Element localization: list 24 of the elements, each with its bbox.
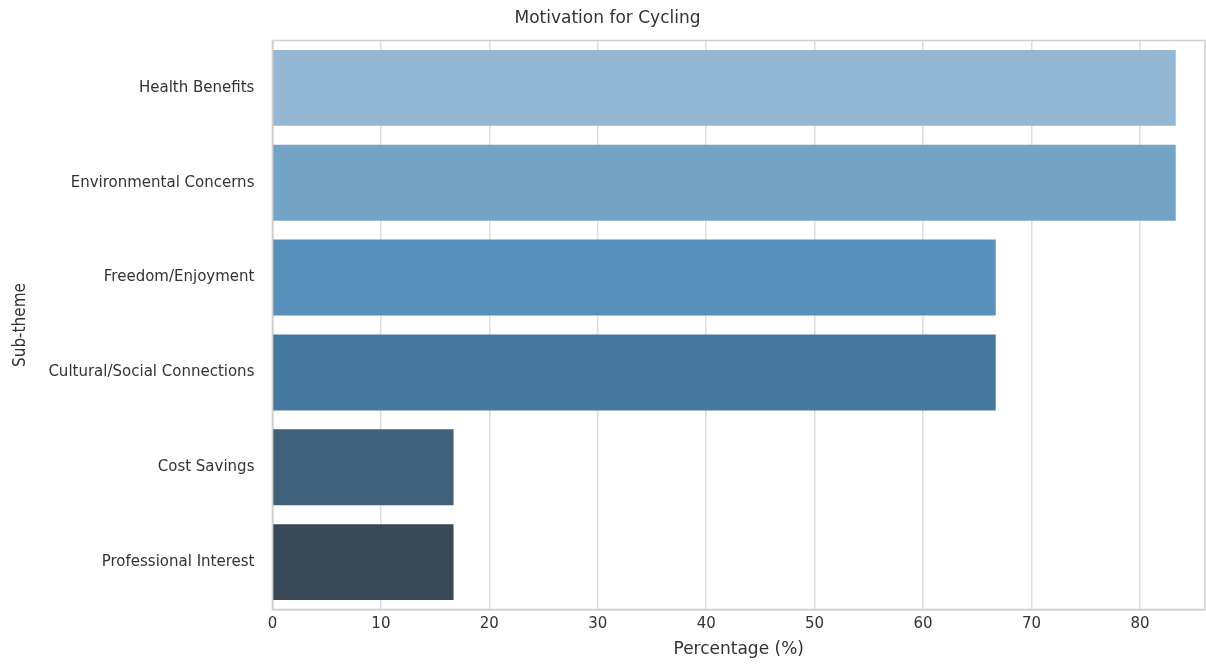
x-axis-title: Percentage (%) [673, 638, 804, 659]
x-tick-label: 50 [805, 614, 825, 633]
bar [273, 524, 454, 601]
y-tick-label: Freedom/Enjoyment [103, 267, 255, 286]
x-tick-label: 30 [588, 614, 608, 633]
x-tick-label: 10 [371, 614, 391, 633]
bar [273, 334, 996, 411]
y-tick-label: Health Benefits [139, 77, 255, 96]
bar [273, 429, 454, 506]
x-tick-label: 0 [267, 614, 278, 633]
bar [273, 144, 1176, 221]
y-tick-label: Professional Interest [101, 552, 255, 571]
x-tick-label: 60 [913, 614, 933, 633]
x-tick-label: 80 [1130, 614, 1150, 633]
y-tick-label: Cost Savings [157, 457, 255, 476]
y-tick-label: Environmental Concerns [70, 172, 255, 191]
x-tick-label: 40 [696, 614, 716, 633]
y-tick-label: Cultural/Social Connections [48, 362, 255, 381]
bar [273, 49, 1176, 126]
bar [273, 239, 996, 316]
x-tick-label: 20 [479, 614, 499, 633]
chart-title: Motivation for Cycling [514, 6, 701, 27]
x-tick-label: 70 [1021, 614, 1042, 633]
y-axis-title: Sub-theme [8, 282, 29, 368]
